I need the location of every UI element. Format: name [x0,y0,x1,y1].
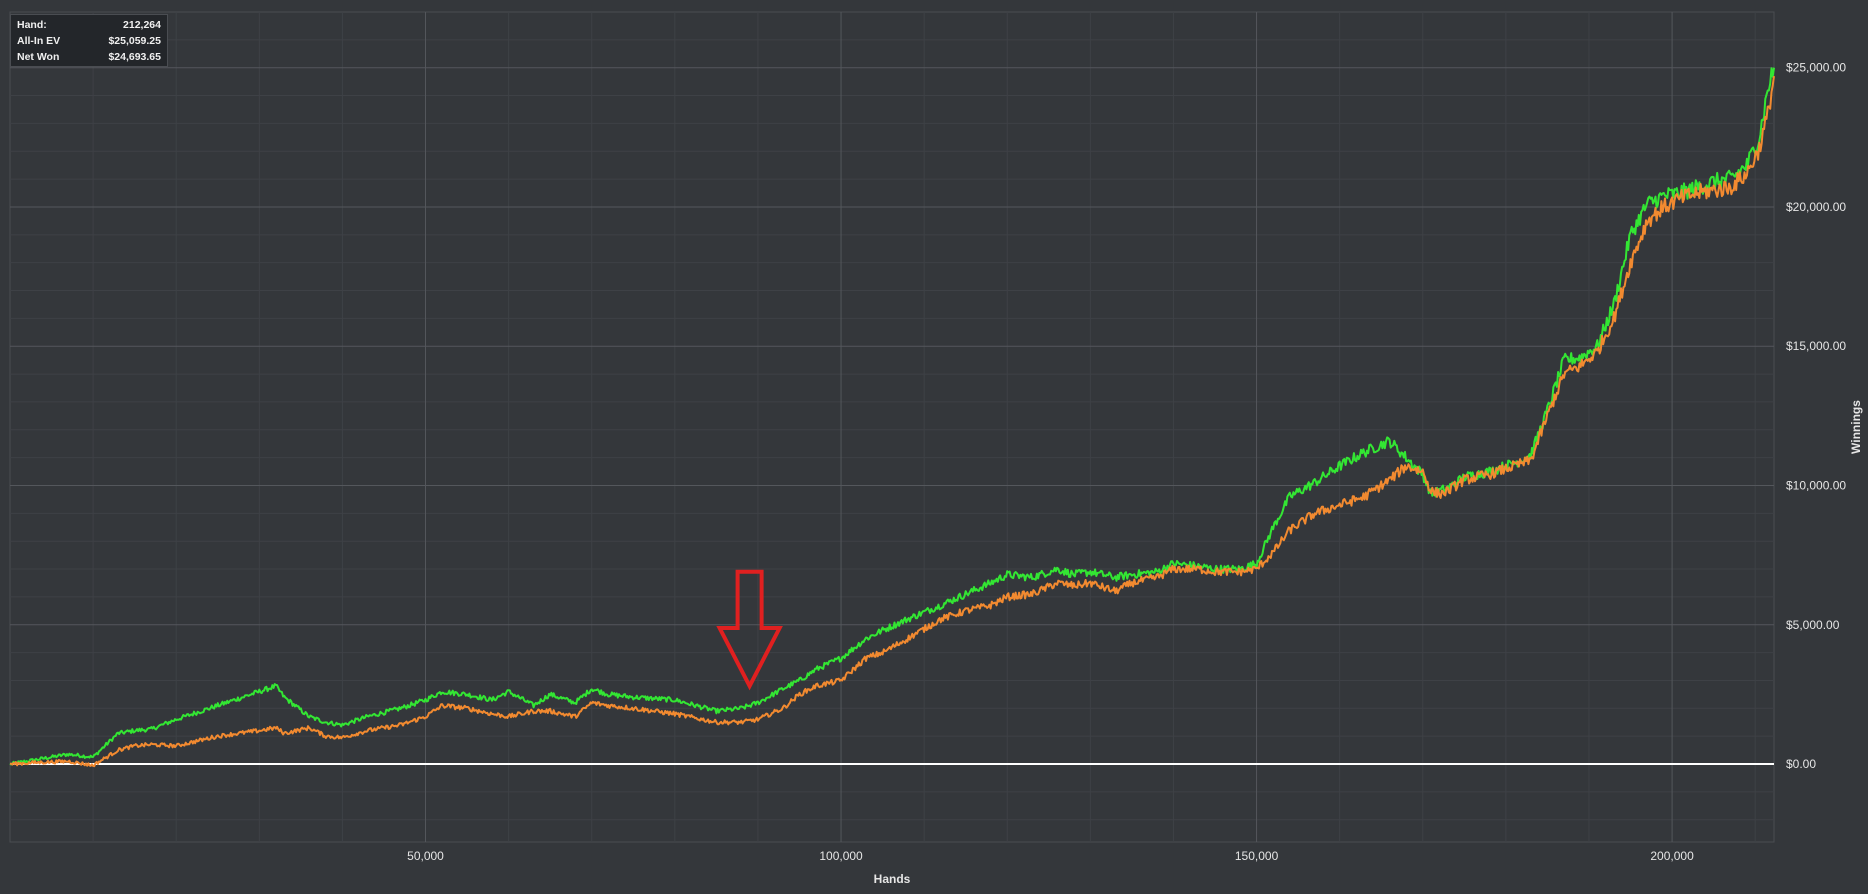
info-value: 212,264 [123,19,161,31]
y-tick-label: $0.00 [1786,757,1816,771]
info-row-net-won: Net Won $24,693.65 [11,49,167,65]
hand-info-box: Hand: 212,264 All-In EV $25,059.25 Net W… [10,14,168,67]
y-tick-label: $5,000.00 [1786,618,1840,632]
info-row-hand: Hand: 212,264 [11,17,167,33]
info-value: $24,693.65 [108,51,161,63]
info-label: Net Won [17,51,60,63]
info-value: $25,059.25 [108,35,161,47]
x-tick-label: 50,000 [407,849,444,863]
x-tick-label: 100,000 [819,849,863,863]
y-tick-label: $10,000.00 [1786,478,1846,492]
x-tick-label: 150,000 [1235,849,1279,863]
annotation-arrow [716,569,783,691]
info-label: All-In EV [17,35,61,47]
y-tick-label: $20,000.00 [1786,200,1846,214]
series-line-net-won [9,75,1775,768]
tick-labels: 50,000 100,000 150,000 200,000 $0.00 $5,000.0… [407,61,1846,863]
y-tick-label: $25,000.00 [1786,61,1846,75]
y-tick-label: $15,000.00 [1786,339,1846,353]
y-axis-title: Winnings [1849,400,1863,454]
x-axis-title: Hands [874,872,911,886]
info-label: Hand: [17,19,47,31]
grid [10,12,1774,842]
plot-area [9,11,1775,843]
info-row-all-in-ev: All-In EV $25,059.25 [11,33,167,49]
x-tick-label: 200,000 [1650,849,1694,863]
annotation-layer [716,569,783,691]
series-layer [9,67,1775,768]
